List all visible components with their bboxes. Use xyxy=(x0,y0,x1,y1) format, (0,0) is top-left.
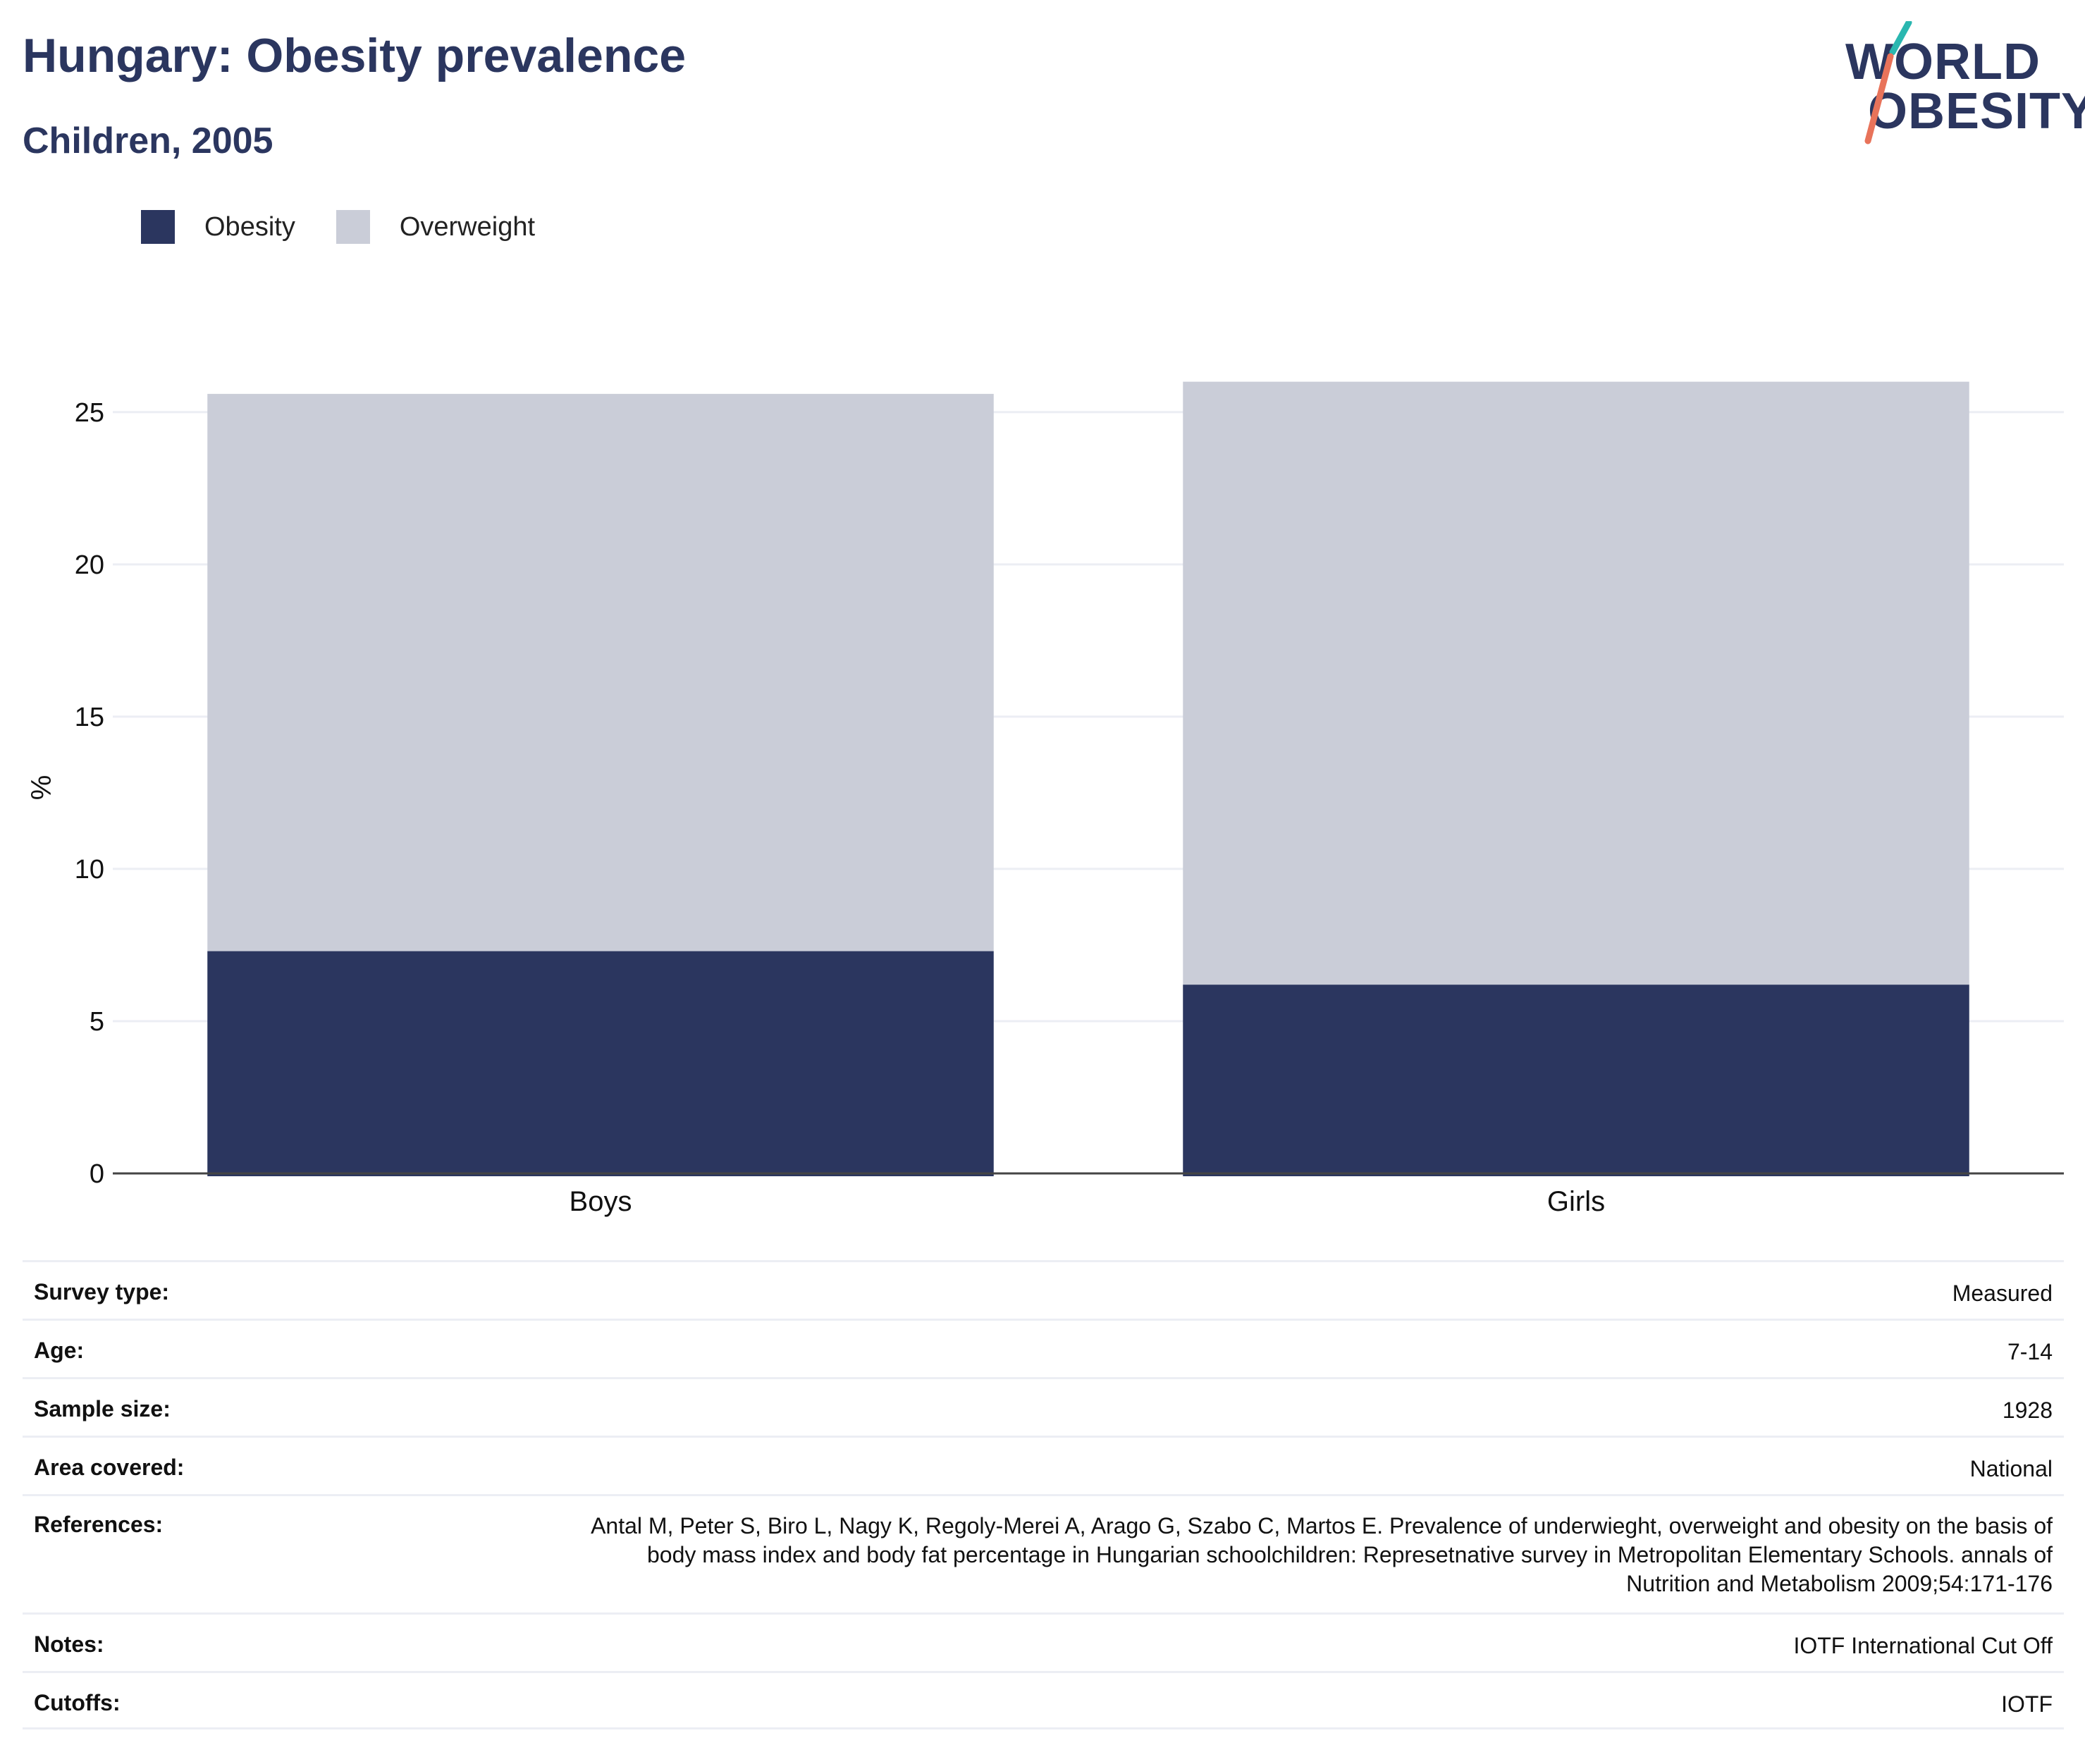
chart-legend: Obesity Overweight xyxy=(141,210,576,244)
legend-item-obesity[interactable]: Obesity xyxy=(141,210,295,244)
bar-overweight-boys xyxy=(207,393,994,951)
y-axis-label: % xyxy=(26,775,57,801)
info-value: 1928 xyxy=(2002,1398,2053,1423)
info-value: IOTF xyxy=(2001,1691,2053,1717)
survey-info-table: Survey type: Measured Age: 7-14 Sample s… xyxy=(23,1260,2064,1729)
x-tick-label: Boys xyxy=(570,1186,632,1217)
bar-obesity-girls xyxy=(1183,985,1969,1176)
y-tick-label: 5 xyxy=(90,1007,104,1037)
y-tick-label: 25 xyxy=(75,398,104,428)
legend-label-overweight: Overweight xyxy=(399,211,536,242)
info-value: 7-14 xyxy=(2007,1339,2053,1364)
y-tick-label: 10 xyxy=(75,855,104,884)
world-obesity-logo: WORLD OBESITY xyxy=(1838,21,2085,148)
info-label: Notes: xyxy=(34,1632,104,1657)
stacked-bar-chart: 0 5 10 15 20 25% Boys Girls xyxy=(26,381,2064,1217)
info-row-area-covered: Area covered: National xyxy=(23,1436,2064,1494)
y-tick-label: 20 xyxy=(75,550,104,580)
info-value: Antal M, Peter S, Biro L, Nagy K, Regoly… xyxy=(591,1513,2053,1596)
y-tick-label: 15 xyxy=(75,703,104,732)
info-row-survey-type: Survey type: Measured xyxy=(23,1260,2064,1319)
info-row-cutoffs: Cutoffs: IOTF xyxy=(23,1671,2064,1729)
info-value: National xyxy=(1969,1456,2053,1481)
legend-label-obesity: Obesity xyxy=(204,211,295,242)
info-label: Cutoffs: xyxy=(34,1690,121,1715)
page-subtitle: Children, 2005 xyxy=(23,121,273,161)
legend-swatch-obesity xyxy=(141,210,175,244)
info-label: References: xyxy=(34,1512,164,1537)
logo-line-1: WORLD xyxy=(1845,34,2041,90)
x-tick-label: Girls xyxy=(1547,1186,1605,1217)
info-label: Survey type: xyxy=(34,1279,170,1305)
logo-line-2: OBESITY xyxy=(1868,83,2085,140)
info-value: Measured xyxy=(1952,1281,2053,1306)
info-label: Sample size: xyxy=(34,1396,171,1421)
bar-overweight-girls xyxy=(1183,381,1969,985)
bar-obesity-boys xyxy=(207,951,994,1176)
info-row-age: Age: 7-14 xyxy=(23,1319,2064,1377)
y-tick-label: 0 xyxy=(90,1159,104,1189)
info-value: IOTF International Cut Off xyxy=(1793,1633,2053,1658)
info-label: Age: xyxy=(34,1338,85,1363)
info-row-sample-size: Sample size: 1928 xyxy=(23,1377,2064,1436)
page-title: Hungary: Obesity prevalence xyxy=(23,29,687,82)
info-row-references: References: Antal M, Peter S, Biro L, Na… xyxy=(23,1494,2064,1612)
logo-slash-icon xyxy=(1864,21,1912,144)
legend-item-overweight[interactable]: Overweight xyxy=(336,210,535,244)
info-label: Area covered: xyxy=(34,1455,185,1480)
info-row-notes: Notes: IOTF International Cut Off xyxy=(23,1612,2064,1671)
legend-swatch-overweight xyxy=(336,210,370,244)
